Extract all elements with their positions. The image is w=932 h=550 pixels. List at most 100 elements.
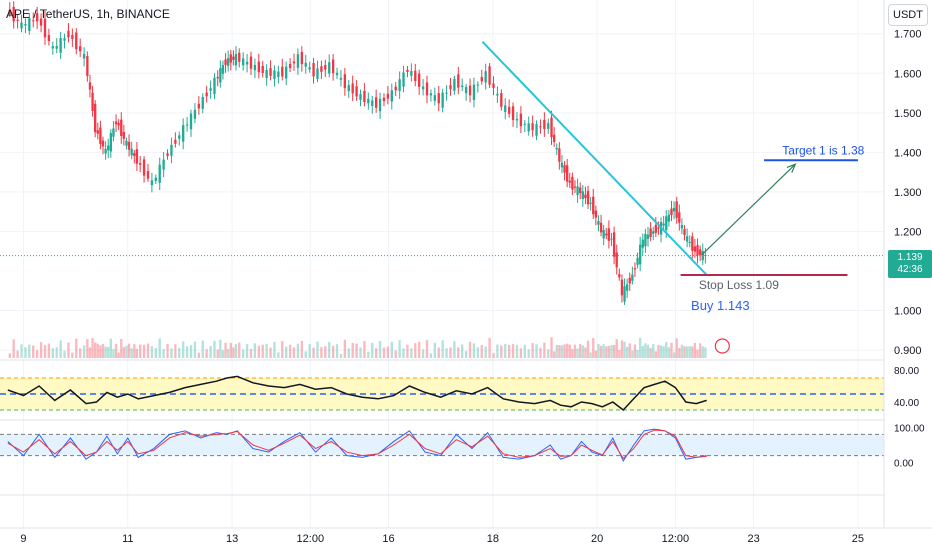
price-tick-label: 1.600 bbox=[894, 68, 922, 80]
target-label: Target 1 is 1.38 bbox=[782, 143, 864, 157]
symbol-title[interactable]: APE / TetherUS, 1h, BINANCE bbox=[6, 7, 170, 21]
volume-bar bbox=[429, 353, 433, 358]
candle-body bbox=[75, 32, 78, 50]
volume-bar bbox=[539, 347, 542, 358]
candle-body bbox=[193, 109, 197, 119]
time-tick-label: 20 bbox=[591, 533, 603, 545]
candle-body bbox=[612, 232, 616, 257]
volume-bar bbox=[698, 343, 702, 358]
volume-bar bbox=[390, 341, 393, 358]
volume-bar bbox=[32, 345, 35, 358]
volume-bar bbox=[269, 347, 272, 358]
volume-bar bbox=[670, 342, 673, 358]
candle-body bbox=[257, 61, 260, 73]
volume-bar bbox=[597, 344, 600, 358]
volume-bar bbox=[464, 350, 468, 358]
candle-body bbox=[229, 54, 232, 63]
candle-body bbox=[219, 68, 222, 83]
candle-body bbox=[205, 92, 208, 97]
candle-body bbox=[457, 74, 460, 88]
candle-body bbox=[414, 70, 417, 82]
price-tick-label: 1.500 bbox=[894, 108, 922, 120]
candle-body bbox=[610, 238, 613, 240]
candle-body bbox=[461, 85, 464, 87]
candle-body bbox=[492, 83, 495, 88]
candle-body bbox=[678, 212, 681, 223]
stoch-pane bbox=[0, 428, 884, 462]
volume-bar bbox=[320, 347, 323, 358]
volume-bar bbox=[628, 343, 631, 358]
rsi-tick-label: 40.00 bbox=[894, 398, 919, 409]
candle-body bbox=[618, 274, 621, 278]
volume-bar bbox=[500, 345, 503, 358]
candle-body bbox=[316, 68, 319, 79]
currency-button[interactable]: USDT bbox=[888, 4, 928, 26]
candle-body bbox=[28, 18, 31, 31]
volume-bar bbox=[104, 346, 107, 358]
volume-bar bbox=[615, 339, 618, 358]
volume-bar bbox=[125, 345, 128, 358]
volume-bar bbox=[71, 352, 74, 358]
candle-body bbox=[625, 284, 629, 291]
volume-bar bbox=[292, 347, 296, 358]
volume-bar bbox=[67, 342, 70, 358]
volume-bar bbox=[696, 349, 699, 358]
candle-body bbox=[158, 164, 161, 183]
volume-bar bbox=[581, 345, 584, 358]
candle-body bbox=[249, 56, 253, 69]
volume-bar bbox=[701, 346, 704, 358]
candle-body bbox=[82, 53, 86, 59]
rsi-pane bbox=[0, 375, 884, 412]
time-tick-label: 13 bbox=[226, 533, 238, 545]
rsi-tick-label: 80.00 bbox=[894, 366, 919, 377]
candle-body bbox=[550, 117, 553, 138]
current-price-value: 1.139 bbox=[897, 252, 923, 263]
candle-body bbox=[592, 196, 595, 215]
volume-bar bbox=[592, 337, 595, 358]
stoch-tick-label: 0.00 bbox=[894, 459, 914, 470]
volume-bar bbox=[170, 348, 173, 358]
candle-body bbox=[652, 231, 655, 234]
candle-body bbox=[67, 30, 70, 38]
annotations[interactable]: Target 1 is 1.38 Stop Loss 1.09 Buy 1.143 bbox=[481, 40, 865, 354]
candle-body bbox=[55, 46, 58, 49]
candle-body bbox=[24, 23, 27, 26]
volume-bar bbox=[678, 347, 681, 358]
volume-bar bbox=[445, 348, 448, 358]
candle-body bbox=[670, 208, 673, 216]
volume-bar bbox=[201, 340, 204, 358]
volume-bar bbox=[162, 349, 165, 358]
volume-bar bbox=[453, 341, 456, 358]
candle-body bbox=[174, 139, 177, 144]
volume-bar bbox=[515, 345, 519, 358]
volume-bar bbox=[492, 353, 495, 358]
candle-body bbox=[644, 234, 647, 247]
candle-body bbox=[672, 207, 676, 212]
candle-body bbox=[185, 124, 189, 126]
volume-bar bbox=[339, 353, 343, 358]
candle-body bbox=[288, 63, 292, 69]
volume-bar bbox=[8, 353, 11, 358]
candle-body bbox=[511, 106, 515, 121]
volume-bar bbox=[109, 338, 112, 358]
candle-body bbox=[122, 132, 126, 139]
volume-bar bbox=[249, 348, 253, 358]
volume-bar bbox=[127, 343, 131, 358]
candle-body bbox=[112, 128, 115, 137]
volume-bar bbox=[142, 344, 146, 358]
volume-bar bbox=[328, 342, 331, 358]
volume-bar bbox=[535, 344, 538, 358]
candle-body bbox=[602, 229, 605, 239]
volume-bar bbox=[114, 343, 118, 358]
volume-bar bbox=[665, 341, 668, 358]
candle-body bbox=[425, 82, 429, 96]
volume-bar bbox=[347, 348, 350, 358]
volume-bar bbox=[693, 342, 697, 358]
volume-bar bbox=[639, 337, 642, 358]
candle-body bbox=[234, 54, 238, 66]
candle-body bbox=[351, 83, 354, 94]
volume-bar bbox=[547, 349, 550, 358]
volume-bar bbox=[579, 344, 582, 358]
